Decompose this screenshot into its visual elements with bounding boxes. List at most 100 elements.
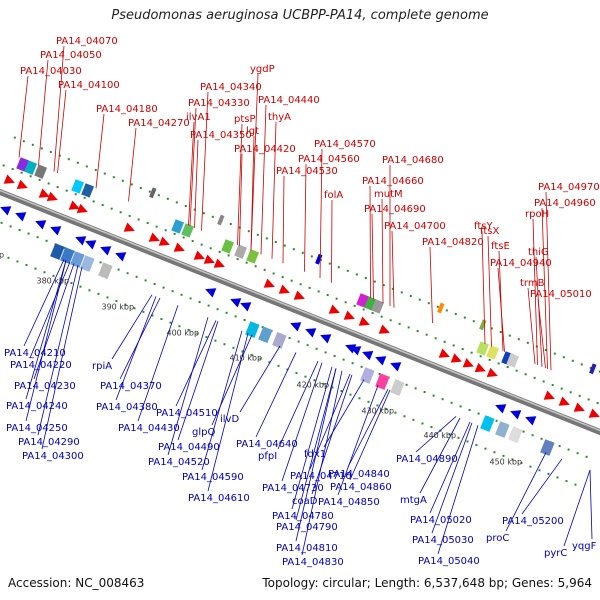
ruler-dot bbox=[371, 312, 374, 315]
ruler-dot bbox=[173, 232, 176, 235]
reverse-gene-label: PA14_04850 bbox=[318, 497, 380, 508]
ruler-dot bbox=[547, 472, 550, 475]
ruler-dot bbox=[484, 447, 487, 450]
kbp-tick-label: 440 kbp bbox=[423, 431, 456, 440]
forward-gene-label: PA14_04350 bbox=[190, 130, 252, 141]
forward-gene-arrow bbox=[293, 290, 305, 300]
ruler-dot bbox=[9, 225, 12, 228]
ruler-dot bbox=[427, 302, 430, 305]
ruler-dot bbox=[526, 341, 529, 344]
ruler-dot bbox=[524, 373, 527, 376]
leader-line bbox=[167, 317, 209, 456]
ruler-dot bbox=[400, 291, 403, 294]
reverse-gene-label: PA14_04590 bbox=[182, 472, 244, 483]
ruler-dot bbox=[470, 351, 473, 354]
reverse-gene-label: mtgA bbox=[400, 495, 427, 506]
ruler-dot bbox=[130, 183, 133, 186]
leader-line bbox=[201, 91, 209, 231]
ruler-dot bbox=[488, 358, 491, 361]
ruler-dot bbox=[450, 401, 453, 404]
leader-line bbox=[487, 235, 492, 347]
leader-line bbox=[37, 265, 79, 436]
ruler-dot bbox=[162, 286, 165, 289]
leader-line bbox=[295, 368, 337, 521]
accession-text: Accession: NC_008463 bbox=[8, 576, 145, 590]
forward-gene-label: PA14_04340 bbox=[200, 82, 262, 93]
ruler-dot bbox=[281, 276, 284, 279]
ruler-dot bbox=[477, 412, 480, 415]
forward-gene-label: PA14_04420 bbox=[234, 144, 296, 155]
leader-line bbox=[537, 298, 546, 369]
ruler-dot bbox=[40, 147, 43, 150]
ruler-dot bbox=[416, 330, 419, 333]
ruler-dot bbox=[133, 307, 136, 310]
ruler-dot bbox=[295, 372, 298, 375]
reverse-gene-label: PA14_04860 bbox=[330, 482, 392, 493]
ruler-dot bbox=[441, 398, 444, 401]
forward-gene-label: PA14_04820 bbox=[422, 237, 484, 248]
ruler-dot bbox=[522, 430, 525, 433]
ruler-dot bbox=[344, 301, 347, 304]
forward-gene-label: PA14_04970 bbox=[538, 182, 600, 193]
ruler-dot bbox=[585, 455, 588, 458]
reverse-gene-arrow bbox=[75, 236, 87, 246]
gene-features bbox=[0, 157, 600, 456]
ruler-dot bbox=[58, 154, 61, 157]
ruler-dot bbox=[394, 411, 397, 414]
ruler-dot bbox=[171, 290, 174, 293]
leader-line bbox=[137, 305, 179, 422]
ruler-dot bbox=[317, 290, 320, 293]
ruler-dot bbox=[490, 327, 493, 330]
ruler-dot bbox=[146, 222, 149, 225]
ruler-dot bbox=[587, 398, 590, 401]
page-title: Pseudomonas aeruginosa UCBPP-PA14, compl… bbox=[111, 8, 489, 23]
kbp-tick-labels: 370 kbp 380 kbp 390 kbp 400 kbp 410 kbp 420 k… bbox=[0, 250, 522, 466]
ruler-dot bbox=[229, 223, 232, 226]
reverse-gene-arrow bbox=[350, 346, 362, 356]
forward-gene-label: PA14_04440 bbox=[258, 95, 320, 106]
leader-line bbox=[18, 75, 29, 158]
forward-gene-arrow bbox=[158, 236, 170, 246]
ruler-dot bbox=[436, 305, 439, 308]
feature-block bbox=[540, 439, 555, 456]
ruler-dot bbox=[272, 272, 275, 275]
leader-line bbox=[498, 250, 504, 352]
ruler-dot bbox=[351, 362, 354, 365]
ruler-dot bbox=[47, 182, 50, 185]
ruler-dot bbox=[598, 370, 600, 373]
forward-gene-label: thyA bbox=[268, 112, 291, 123]
leader-line bbox=[545, 191, 552, 371]
leader-line bbox=[57, 89, 67, 174]
reverse-gene-label: PA14_04640 bbox=[236, 439, 298, 450]
ruler-dot bbox=[74, 193, 77, 196]
ruler-dot bbox=[310, 255, 313, 258]
forward-gene-arrow bbox=[573, 402, 585, 412]
ruler-dot bbox=[214, 339, 217, 342]
leader-line bbox=[527, 287, 536, 365]
reverse-gene-label: PA14_04430 bbox=[118, 423, 180, 434]
forward-gene-label: trmB bbox=[520, 278, 545, 289]
feature-block bbox=[98, 262, 113, 280]
ruler-dot bbox=[216, 308, 219, 311]
forward-gene-arrow bbox=[450, 353, 462, 363]
topology-text: Topology: circular; Length: 6,537,648 bp… bbox=[262, 576, 592, 590]
reverse-gene-label: pfpI bbox=[258, 451, 277, 462]
ruler-dot bbox=[36, 236, 39, 239]
ruler-dot bbox=[139, 187, 142, 190]
forward-gene-labels: PA14_04070 PA14_04050 PA14_04030 PA14_04100… bbox=[20, 36, 600, 300]
ruler-dot bbox=[79, 285, 82, 288]
reverse-gene-label: PA14_04230 bbox=[14, 381, 76, 392]
ruler-dot bbox=[315, 347, 318, 350]
feature-mark bbox=[149, 187, 157, 199]
ruler-dot bbox=[256, 233, 259, 236]
ruler-dot bbox=[106, 296, 109, 299]
leader-line bbox=[250, 135, 255, 251]
leader-line bbox=[25, 260, 67, 422]
leader-line bbox=[429, 421, 471, 514]
reverse-gene-arrow bbox=[35, 220, 47, 230]
ruler-dot bbox=[196, 332, 199, 335]
reverse-gene-label: PA14_04380 bbox=[96, 402, 158, 413]
ruler-dot bbox=[538, 469, 541, 472]
ruler-dot bbox=[193, 208, 196, 211]
leader-line bbox=[188, 121, 195, 226]
